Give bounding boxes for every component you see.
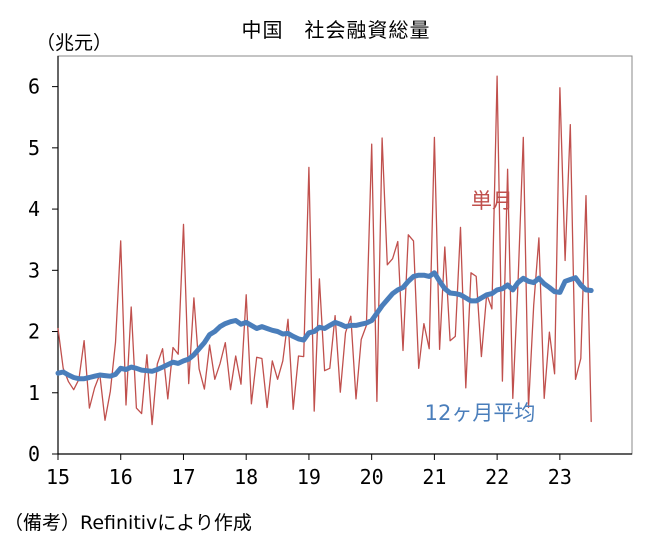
y-unit-label: （兆元） (36, 32, 113, 54)
x-tick-label: 21 (422, 465, 446, 489)
chart-title: 中国 社会融資総量 (241, 18, 431, 42)
x-tick-label: 22 (485, 465, 509, 489)
source-note: （備考）Refinitivにより作成 (4, 512, 252, 534)
x-tick-label: 23 (548, 465, 572, 489)
series-line-monthly (57, 75, 592, 426)
y-tick-label: 6 (28, 75, 40, 99)
series-label-12m-average: 12ヶ月平均 (425, 401, 536, 425)
series-line-12m-average (55, 270, 594, 382)
y-tick-label: 0 (28, 442, 40, 466)
series-label-monthly: 単月 (471, 189, 513, 213)
x-tick-label: 15 (46, 465, 70, 489)
y-tick-label: 4 (28, 197, 40, 221)
y-tick-label: 2 (28, 320, 40, 344)
x-tick-label: 18 (234, 465, 258, 489)
x-tick-label: 16 (109, 465, 133, 489)
y-tick-label: 1 (28, 381, 40, 405)
x-tick-label: 20 (360, 465, 384, 489)
x-tick-label: 19 (297, 465, 321, 489)
x-tick-label: 17 (171, 465, 195, 489)
y-tick-label: 5 (28, 136, 40, 160)
y-tick-label: 3 (28, 258, 40, 282)
plot-frame (57, 55, 633, 455)
